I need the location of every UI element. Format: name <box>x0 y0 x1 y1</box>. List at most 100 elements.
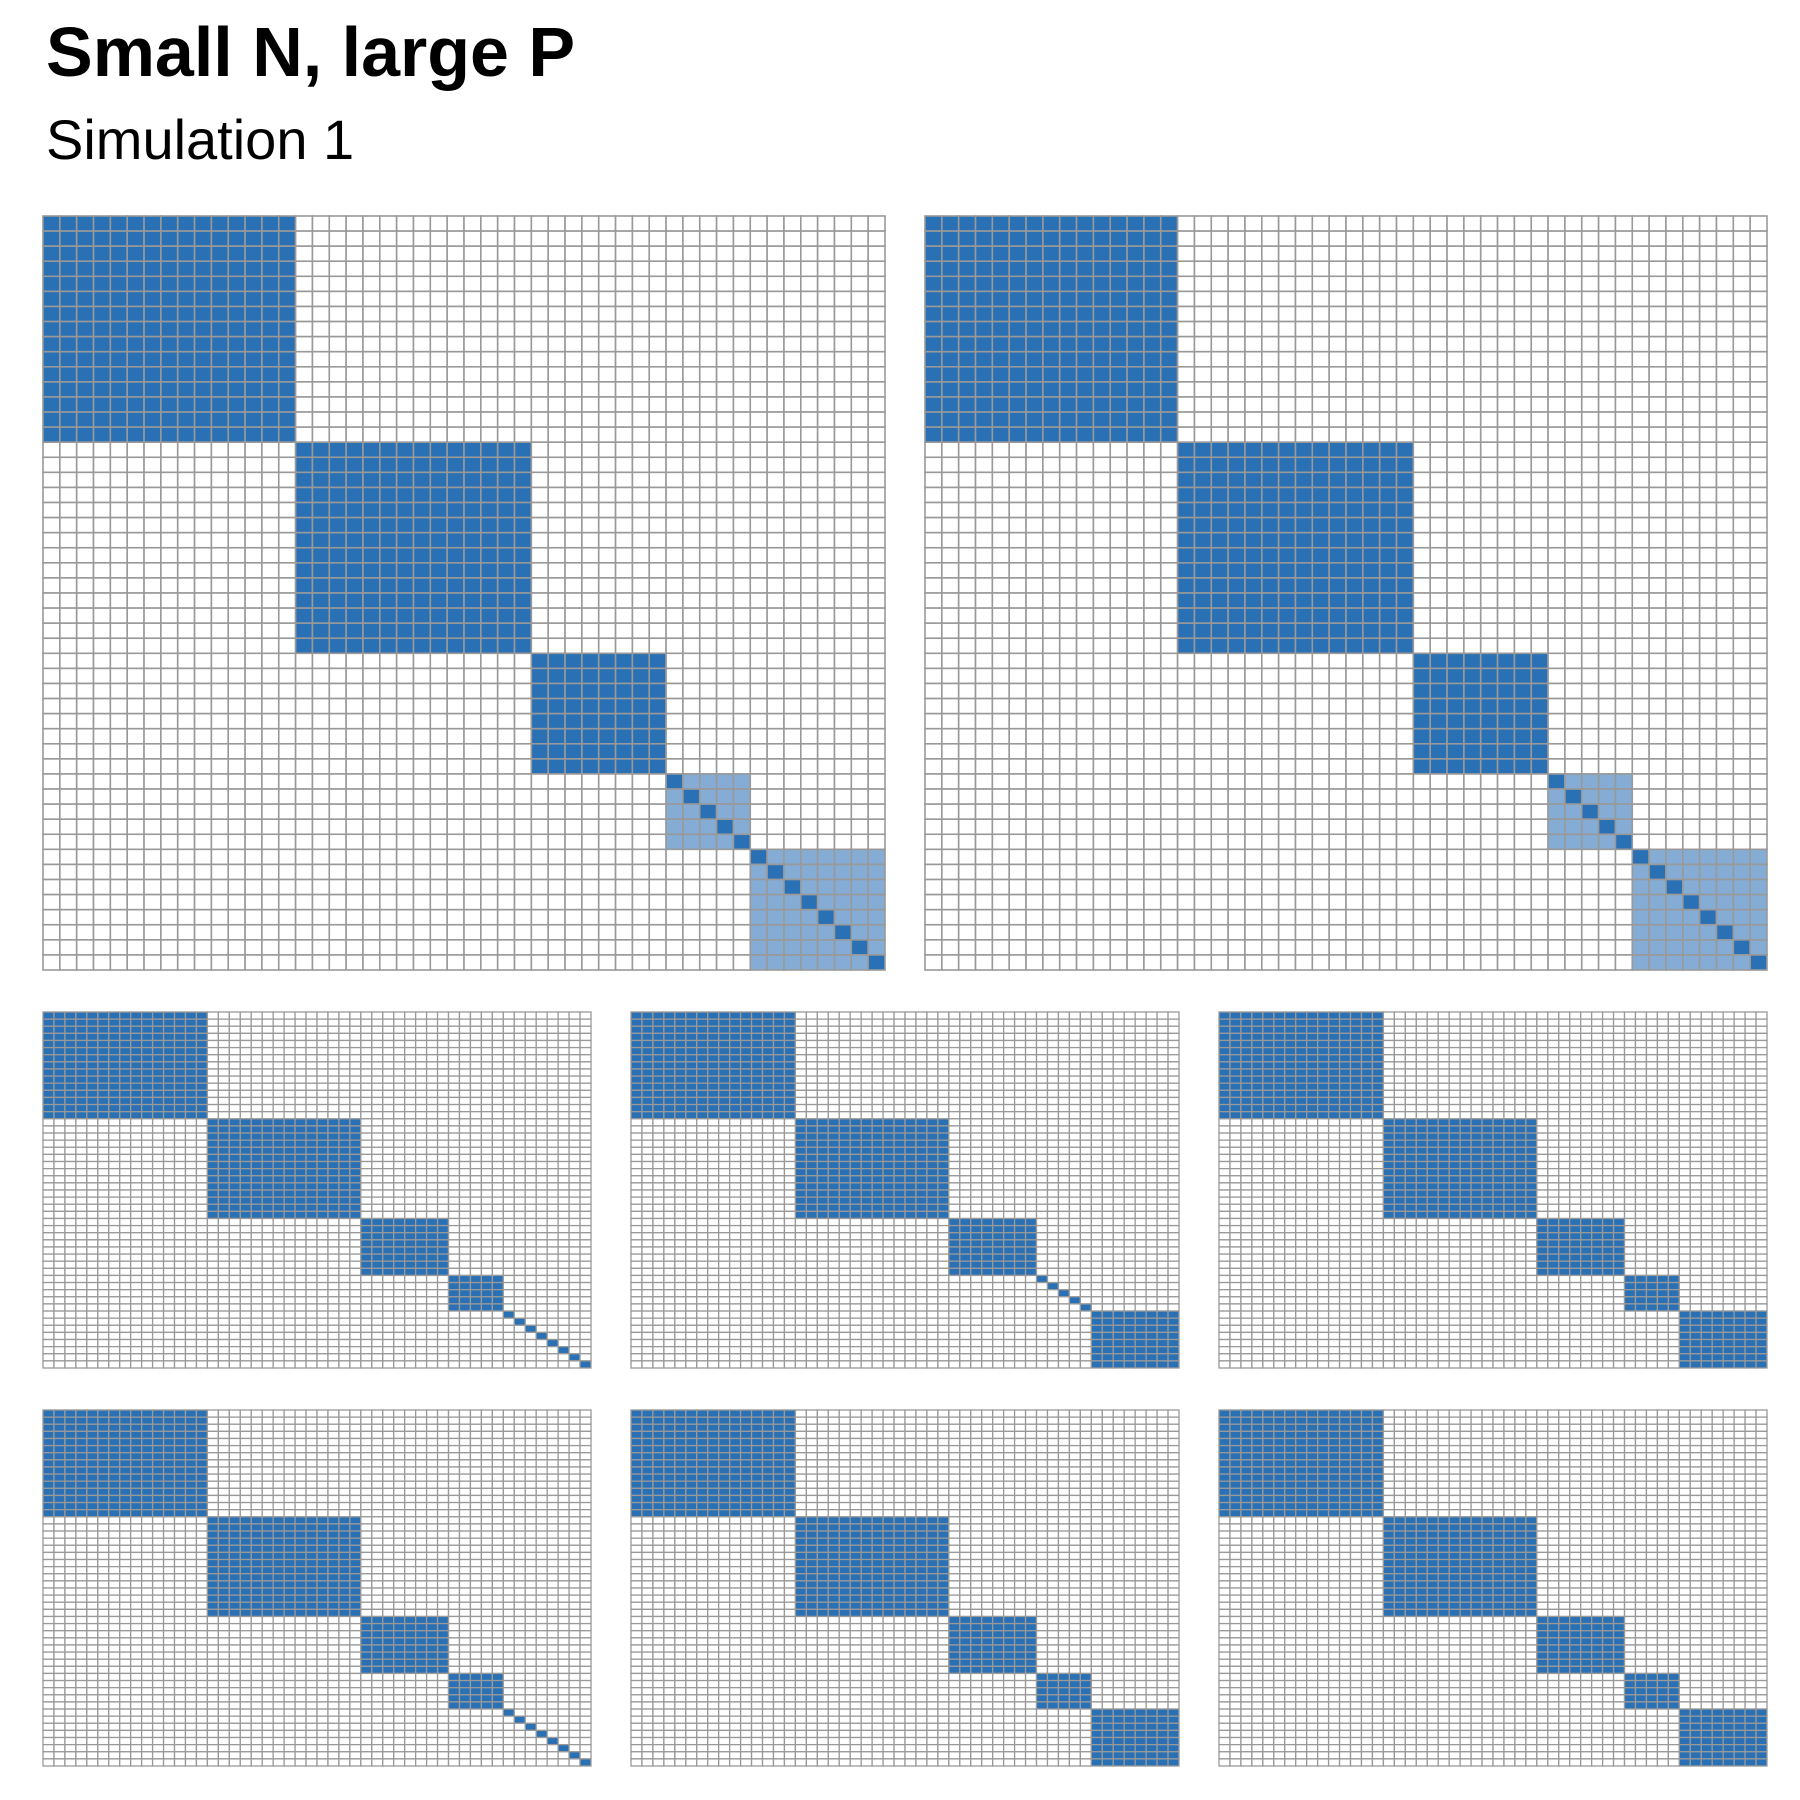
heatmap-cell <box>1479 863 1499 881</box>
heatmap-cell <box>1025 426 1044 443</box>
heatmap-cell <box>816 607 836 624</box>
heatmap-cell <box>1580 230 1600 247</box>
heatmap-cell <box>1176 441 1196 459</box>
heatmap-cell <box>1109 546 1128 564</box>
heatmap-cell <box>1412 742 1431 760</box>
heatmap-cell <box>480 939 499 956</box>
heatmap-cell <box>513 546 533 564</box>
heatmap-cell <box>1547 712 1566 730</box>
heatmap-cell <box>1058 682 1078 700</box>
heatmap-cell <box>1715 245 1735 263</box>
heatmap-cell <box>193 456 213 474</box>
heatmap-cell <box>1429 365 1448 383</box>
heatmap-cell <box>1698 652 1718 670</box>
heatmap-cell <box>1025 607 1044 624</box>
heatmap-cell <box>496 652 516 670</box>
heatmap-cell <box>1227 773 1246 790</box>
heatmap-cell <box>1631 682 1650 700</box>
heatmap-cell <box>429 577 448 594</box>
heatmap-cell <box>1614 637 1634 655</box>
heatmap-cell <box>1463 954 1482 971</box>
heatmap-cell <box>749 758 768 775</box>
heatmap-cell <box>1715 818 1735 836</box>
heatmap-cell <box>581 667 600 685</box>
heatmap-cell <box>412 742 432 760</box>
heatmap-cell <box>463 577 482 594</box>
heatmap-cell <box>1294 350 1314 368</box>
heatmap-cell <box>1614 818 1634 836</box>
heatmap-cell <box>547 818 566 836</box>
heatmap-cell <box>1193 471 1213 489</box>
heatmap-cell <box>126 456 145 474</box>
heatmap-cell <box>395 441 415 459</box>
heatmap-cell <box>1294 335 1314 353</box>
heatmap-cell <box>294 652 314 670</box>
heatmap-cell <box>924 607 943 624</box>
heatmap-cell <box>1530 305 1549 323</box>
heatmap-cell <box>530 577 549 594</box>
heatmap-cell <box>799 562 819 579</box>
heatmap-cell <box>1362 622 1381 640</box>
heatmap-cell <box>1210 516 1229 534</box>
heatmap-cell <box>1244 923 1263 941</box>
heatmap-cell <box>1698 712 1718 730</box>
heatmap-cell <box>1496 712 1516 730</box>
heatmap-cell <box>1597 637 1617 655</box>
heatmap-cell <box>412 682 432 700</box>
heatmap-cell <box>547 788 566 805</box>
heatmap-cell <box>1564 923 1583 941</box>
heatmap-cell <box>126 335 145 353</box>
heatmap-cell <box>941 923 960 941</box>
heatmap-cell <box>924 577 943 594</box>
heatmap-cell <box>1109 577 1128 594</box>
heatmap-cell <box>1614 230 1634 247</box>
heatmap-cell <box>1513 245 1533 263</box>
heatmap-cell <box>1126 878 1145 896</box>
heatmap-cell <box>378 833 398 851</box>
heatmap-cell <box>1715 622 1735 640</box>
heatmap-cell <box>328 592 347 609</box>
heatmap-cell <box>547 320 566 338</box>
heatmap-cell <box>924 818 943 836</box>
heatmap-cell <box>816 939 836 956</box>
heatmap-cell <box>1277 516 1297 534</box>
heatmap-cell <box>766 697 785 715</box>
heatmap-cell <box>715 712 735 730</box>
heatmap-cell <box>1261 381 1280 398</box>
heatmap-cell <box>766 758 785 775</box>
heatmap-cell <box>833 923 853 941</box>
heatmap-cell <box>1631 411 1650 428</box>
heatmap-cell <box>446 471 465 489</box>
heatmap-cell <box>564 562 583 579</box>
heatmap-cell <box>143 335 162 353</box>
heatmap-cell <box>1143 652 1162 670</box>
heatmap-cell <box>311 335 331 353</box>
heatmap-cell <box>1496 954 1516 971</box>
heatmap-cell <box>1749 893 1768 911</box>
heatmap-cell <box>311 908 331 926</box>
heatmap-cell <box>143 923 162 941</box>
heatmap-cell <box>1597 501 1617 519</box>
heatmap-cell <box>261 727 280 745</box>
heatmap-cell <box>991 637 1010 655</box>
heatmap-cell <box>193 773 213 790</box>
heatmap-cell <box>1008 954 1027 971</box>
heatmap-cell <box>92 350 112 368</box>
heatmap-cell <box>957 411 977 428</box>
heatmap-cell <box>1378 320 1398 338</box>
heatmap-cell <box>42 260 61 278</box>
heatmap-cell <box>1193 531 1213 549</box>
heatmap-cell <box>92 893 112 911</box>
heatmap-cell <box>1614 788 1634 805</box>
heatmap-cell <box>957 607 977 624</box>
heatmap-cell <box>210 441 230 459</box>
heatmap-cell <box>1362 275 1381 293</box>
heatmap-cell <box>698 230 718 247</box>
heatmap-cell <box>395 954 415 971</box>
heatmap-cell <box>941 939 960 956</box>
heatmap-cell <box>816 320 836 338</box>
heatmap-cell <box>665 546 684 564</box>
heatmap-cell <box>1749 712 1768 730</box>
heatmap-cell <box>1075 531 1095 549</box>
heatmap-cell <box>924 426 943 443</box>
